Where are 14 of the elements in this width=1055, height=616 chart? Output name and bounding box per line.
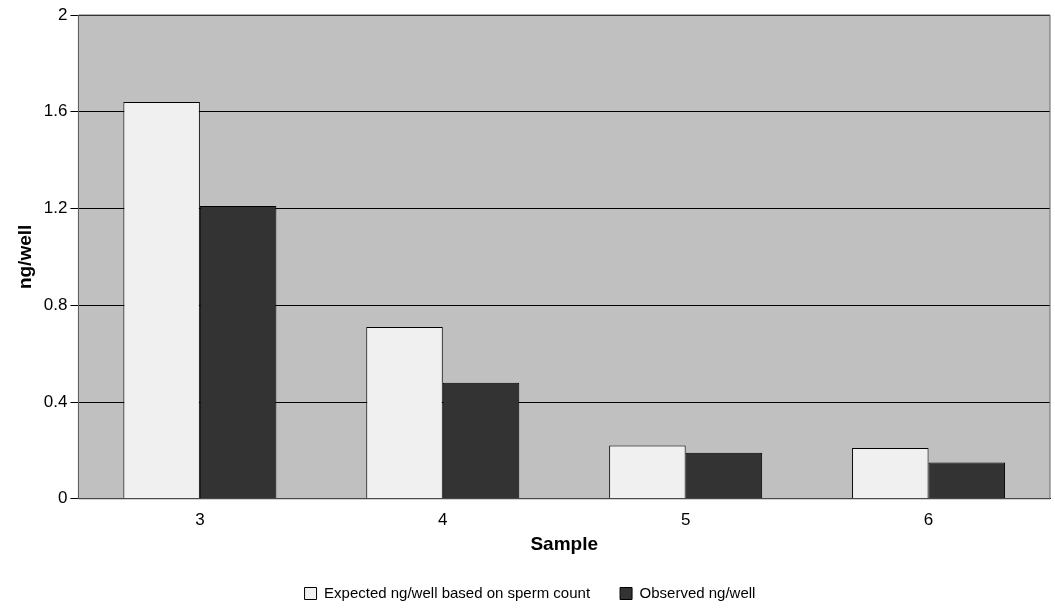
y-tick-label: 1.6 bbox=[43, 101, 68, 121]
y-axis-title: ng/well bbox=[13, 224, 35, 290]
legend-label: Observed ng/well bbox=[639, 583, 756, 601]
x-tick-label: 3 bbox=[195, 509, 205, 529]
x-tick-label: 6 bbox=[923, 509, 934, 529]
y-tick-label: 0 bbox=[57, 488, 68, 508]
x-tick-label: 5 bbox=[680, 509, 691, 529]
y-tick-label: 1.2 bbox=[43, 198, 68, 218]
y-tick-label: 0.8 bbox=[43, 294, 68, 314]
legend-label: Expected ng/well based on sperm count bbox=[324, 583, 591, 601]
x-axis-title: Sample bbox=[530, 532, 599, 554]
y-tick-label: 0.4 bbox=[43, 391, 68, 411]
x-tick-label: 4 bbox=[438, 509, 448, 529]
y-tick-label: 2 bbox=[57, 4, 68, 24]
